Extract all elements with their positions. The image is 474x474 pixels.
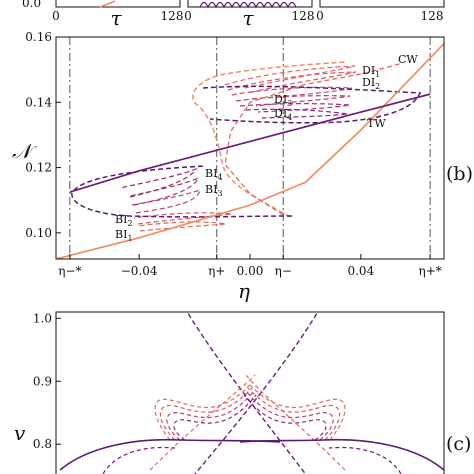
top-panel-1-xtick-start: 0 (52, 9, 60, 23)
di-branch-4 (235, 95, 351, 107)
outer-arc-right (328, 446, 402, 474)
top-strip: 0.0 0 128 τ 0 128 τ 0 128 (22, 0, 445, 30)
panel-c-frame (55, 311, 445, 474)
top-panel-3-frame (319, 0, 445, 8)
di-branch-5 (239, 103, 351, 113)
crossing-line-3 (149, 374, 256, 471)
x-ticks: η−* −0.04 η+ 0.00 η− 0.04 η+* (58, 254, 442, 278)
right-loop-2 (247, 387, 341, 441)
left-loop-4 (173, 394, 257, 441)
y-axis-label-b: 𝒩 (12, 139, 37, 163)
left-loops (154, 384, 257, 441)
y-axis-label-c: v (14, 421, 26, 445)
label-bi1: BI1 (115, 228, 133, 243)
x-tick-label: η− (275, 264, 292, 278)
bi-branch-5 (119, 167, 198, 198)
y-tick-label: 0.16 (25, 30, 52, 44)
top-panel-3-xtick-start: 0 (316, 9, 324, 23)
x-tick-label: −0.04 (121, 264, 158, 278)
x-tick-label: 0.00 (237, 264, 264, 278)
panel-label-b: (b) (446, 163, 473, 185)
x-tick-label: η−* (58, 264, 81, 278)
x-axis-label-b: η (238, 279, 250, 303)
bi-branch-1 (137, 221, 227, 232)
top-panel-ytick: 0.0 (22, 0, 41, 10)
panel-b: 0.10 0.12 0.14 0.16 η−* −0.04 η+ 0.00 η− 0.04 η+*… (12, 30, 473, 303)
top-panel-2-xlabel: τ (242, 6, 254, 30)
bottom-curve-right (239, 438, 444, 471)
y-tick-label: 0.14 (25, 95, 52, 109)
series-lines (56, 42, 444, 259)
outer-arc-left (102, 446, 176, 474)
guide-lines (69, 37, 431, 259)
top-panel-1-xlabel: τ (110, 6, 122, 30)
di-branches (224, 65, 357, 119)
left-loop-2 (159, 387, 253, 441)
x-tick-label: η+* (419, 264, 442, 278)
di-branch-6 (245, 108, 349, 119)
panel-label-c: (c) (446, 433, 471, 455)
top-panel-1-xtick-end: 128 (161, 9, 184, 23)
y-ticks: 0.10 0.12 0.14 0.16 (25, 30, 61, 240)
x-tick-label: 0.04 (347, 264, 374, 278)
panel-c: 0.8 0.9 1.0 v (c) (14, 311, 471, 474)
label-cw: CW (398, 53, 418, 66)
series-cw (56, 42, 444, 259)
crossing-line-2 (194, 312, 319, 474)
top-panel-2-xtick-end: 128 (292, 9, 315, 23)
top-panel-2-oscillation (199, 1, 297, 9)
bi-branch-4 (129, 176, 200, 206)
y-tick-label: 0.12 (25, 161, 52, 175)
top-panel-2-xtick-start: 0 (184, 9, 192, 23)
bi-branch-2 (133, 212, 233, 225)
label-di3: DI3 (274, 93, 292, 108)
series-connector (224, 62, 403, 216)
di-branch-2 (227, 71, 357, 94)
series-tw (69, 93, 431, 193)
di-branch-1 (224, 65, 356, 89)
label-tw: TW (367, 117, 386, 130)
y-tick-label-c: 1.0 (33, 311, 52, 325)
bi-branch-3 (131, 189, 201, 214)
di-branch-3 (231, 86, 353, 100)
right-loops (243, 384, 346, 441)
crossing-line-1 (186, 312, 307, 474)
left-loop-1 (154, 384, 251, 441)
top-panel-1-curve (99, 0, 116, 8)
label-bi4: BI4 (205, 167, 223, 182)
upper-loop-dashed (202, 85, 422, 124)
x-tick-label: η+ (208, 264, 225, 278)
top-panel-2-frame (187, 0, 313, 8)
right-loop-4 (243, 394, 327, 441)
y-tick-label: 0.10 (25, 226, 52, 240)
bottom-curve-left (59, 438, 281, 471)
bi-branches (119, 167, 233, 232)
top-panel-1-frame (55, 0, 181, 8)
lower-loop-dashed (71, 165, 293, 218)
right-loop-1 (249, 384, 346, 441)
top-panel-3-xtick-end: 128 (421, 9, 444, 23)
y-ticks-c: 0.8 0.9 1.0 (33, 311, 61, 451)
y-tick-label-c: 0.9 (33, 374, 52, 388)
label-bi3: BI3 (205, 183, 223, 198)
snake-curve-dashed (192, 61, 347, 218)
y-tick-label-c: 0.8 (33, 437, 52, 451)
